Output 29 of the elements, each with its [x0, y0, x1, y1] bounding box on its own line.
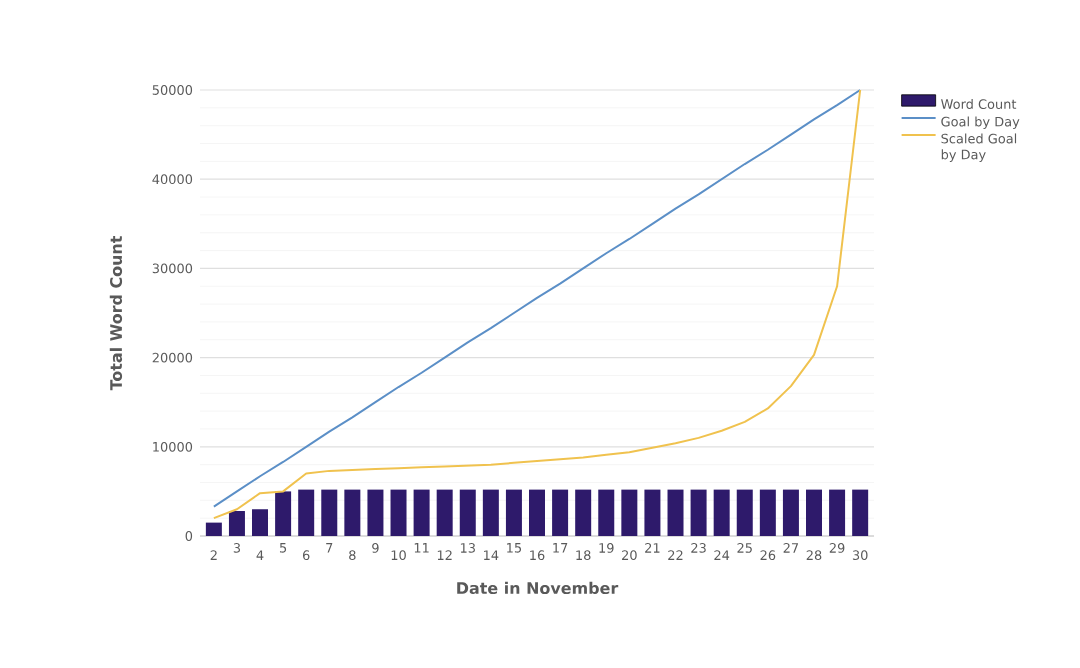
- bar: [713, 489, 730, 536]
- bar: [621, 489, 638, 536]
- bar: [667, 489, 684, 536]
- bar: [482, 489, 499, 536]
- bar: [598, 489, 615, 536]
- bar: [205, 522, 222, 536]
- bar: [459, 489, 476, 536]
- bar: [228, 511, 245, 536]
- bar: [575, 489, 592, 536]
- bar: [390, 489, 407, 536]
- bar: [829, 489, 846, 536]
- bar: [252, 509, 269, 536]
- bar: [852, 489, 869, 536]
- bar: [806, 489, 822, 536]
- bar: [367, 489, 384, 536]
- bar: [644, 489, 661, 536]
- bar: [552, 489, 569, 536]
- bar: [529, 489, 546, 536]
- bar: [782, 489, 799, 536]
- bar: [413, 489, 430, 536]
- bar: [759, 489, 776, 536]
- bar: [690, 489, 707, 536]
- bar: [736, 489, 753, 536]
- bar: [505, 489, 522, 536]
- bar: [436, 489, 453, 536]
- bar: [321, 489, 338, 536]
- bar: [275, 491, 292, 536]
- bar: [344, 489, 361, 536]
- bar: [298, 489, 315, 536]
